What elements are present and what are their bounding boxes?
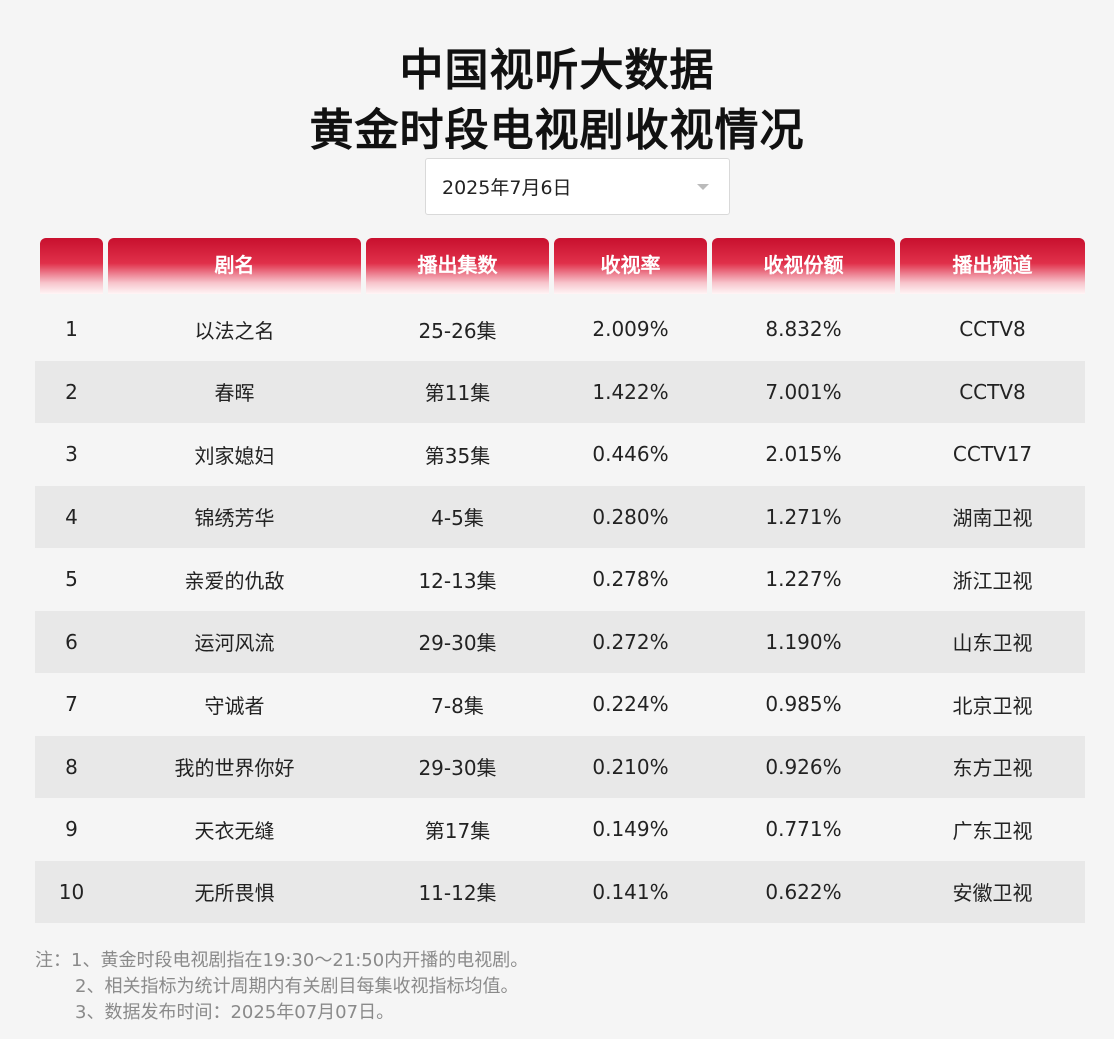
rank-cell: 7 [65, 692, 78, 717]
header-title: 剧名 [108, 238, 361, 294]
table-row: 3 刘家媳妇 第35集 0.446% 2.015% CCTV17 [35, 423, 1085, 486]
episodes-cell: 4-5集 [431, 506, 484, 531]
footnotes: 注：1、黄金时段电视剧指在19:30～21:50内开播的电视剧。 2、相关指标为… [35, 948, 528, 1026]
table-row: 2 春晖 第11集 1.422% 7.001% CCTV8 [35, 360, 1085, 423]
channel-cell: CCTV17 [952, 442, 1033, 467]
rating-cell: 0.210% [592, 754, 669, 779]
channel-cell: 广东卫视 [952, 818, 1033, 843]
rank-cell: 3 [65, 442, 78, 467]
share-cell: 0.926% [765, 754, 842, 779]
share-cell: 1.227% [765, 567, 842, 592]
footnote-1: 注：1、黄金时段电视剧指在19:30～21:50内开播的电视剧。 [35, 950, 529, 971]
share-cell: 0.771% [765, 817, 842, 842]
rank-cell: 2 [65, 379, 78, 404]
rating-cell: 0.280% [592, 504, 669, 529]
channel-cell: 山东卫视 [952, 631, 1033, 656]
share-cell: 1.190% [765, 629, 842, 654]
table-body: 1 以法之名 25-26集 2.009% 8.832% CCTV8 2 春晖 第11集 1.422… [35, 298, 1085, 923]
channel-cell: 北京卫视 [952, 693, 1033, 718]
rating-cell: 0.141% [592, 879, 669, 904]
header-channel: 播出频道 [900, 238, 1085, 294]
title-cell: 我的世界你好 [174, 756, 295, 781]
channel-cell: CCTV8 [959, 317, 1026, 342]
rank-cell: 6 [65, 629, 78, 654]
episodes-cell: 29-30集 [418, 756, 497, 781]
channel-cell: 安徽卫视 [952, 881, 1033, 906]
episodes-cell: 29-30集 [418, 631, 497, 656]
rank-cell: 10 [58, 879, 85, 904]
channel-cell: 湖南卫视 [952, 506, 1033, 531]
footnote-2: 2、相关指标为统计周期内有关剧目每集收视指标均值。 [75, 976, 519, 997]
page-title-line2: 黄金时段电视剧收视情况 [309, 105, 805, 156]
share-cell: 2.015% [765, 442, 842, 467]
rank-cell: 1 [65, 317, 78, 342]
title-cell: 无所畏惧 [194, 881, 275, 906]
episodes-cell: 第11集 [424, 381, 491, 406]
share-cell: 7.001% [765, 379, 842, 404]
episodes-cell: 第35集 [424, 443, 491, 468]
table-row: 9 天衣无缝 第17集 0.149% 0.771% 广东卫视 [35, 798, 1085, 861]
rating-cell: 0.446% [592, 442, 669, 467]
date-select-value: 2025年7月6日 [442, 177, 572, 199]
rating-cell: 0.149% [592, 817, 669, 842]
rating-cell: 0.272% [592, 629, 669, 654]
rank-cell: 9 [65, 817, 78, 842]
header-episodes: 播出集数 [366, 238, 549, 294]
table-row: 6 运河风流 29-30集 0.272% 1.190% 山东卫视 [35, 610, 1085, 673]
channel-cell: 东方卫视 [952, 756, 1033, 781]
episodes-cell: 7-8集 [431, 693, 484, 718]
footnote-3: 3、数据发布时间：2025年07月07日。 [75, 1002, 395, 1023]
share-cell: 8.832% [765, 317, 842, 342]
title-cell: 运河风流 [194, 631, 275, 656]
header-rank [40, 238, 103, 294]
title-cell: 春晖 [214, 381, 255, 406]
table-row: 1 以法之名 25-26集 2.009% 8.832% CCTV8 [35, 298, 1085, 361]
rank-cell: 5 [65, 567, 78, 592]
share-cell: 0.622% [765, 879, 842, 904]
share-cell: 0.985% [765, 692, 842, 717]
rating-cell: 1.422% [592, 379, 669, 404]
rating-cell: 2.009% [592, 317, 669, 342]
title-cell: 锦绣芳华 [194, 506, 275, 531]
title-cell: 守诚者 [204, 693, 265, 718]
rating-cell: 0.278% [592, 567, 669, 592]
rank-cell: 4 [65, 504, 78, 529]
title-cell: 以法之名 [194, 318, 275, 343]
table-row: 10 无所畏惧 11-12集 0.141% 0.622% 安徽卫视 [35, 860, 1085, 923]
title-cell: 刘家媳妇 [194, 443, 275, 468]
table-row: 5 亲爱的仇敌 12-13集 0.278% 1.227% 浙江卫视 [35, 548, 1085, 611]
share-cell: 1.271% [765, 504, 842, 529]
channel-cell: 浙江卫视 [952, 568, 1033, 593]
header-share: 收视份额 [712, 238, 895, 294]
rank-cell: 8 [65, 754, 78, 779]
episodes-cell: 12-13集 [418, 568, 497, 593]
channel-cell: CCTV8 [959, 379, 1026, 404]
episodes-cell: 11-12集 [418, 881, 497, 906]
title-cell: 天衣无缝 [194, 818, 275, 843]
table-row: 7 守诚者 7-8集 0.224% 0.985% 北京卫视 [35, 673, 1085, 736]
episodes-cell: 25-26集 [418, 318, 497, 343]
date-select[interactable]: 2025年7月6日 [425, 158, 730, 215]
chevron-down-icon [697, 184, 709, 190]
page-title-line1: 中国视听大数据 [399, 45, 715, 96]
table-header: 剧名 播出集数 收视率 收视份额 播出频道 [35, 238, 1085, 298]
header-rating: 收视率 [554, 238, 707, 294]
ratings-table: 剧名 播出集数 收视率 收视份额 播出频道 1 以法之名 25-26集 2.009% 8… [35, 238, 1085, 923]
table-row: 4 锦绣芳华 4-5集 0.280% 1.271% 湖南卫视 [35, 485, 1085, 548]
table-row: 8 我的世界你好 29-30集 0.210% 0.926% 东方卫视 [35, 735, 1085, 798]
rating-cell: 0.224% [592, 692, 669, 717]
episodes-cell: 第17集 [424, 818, 491, 843]
title-cell: 亲爱的仇敌 [184, 568, 285, 593]
